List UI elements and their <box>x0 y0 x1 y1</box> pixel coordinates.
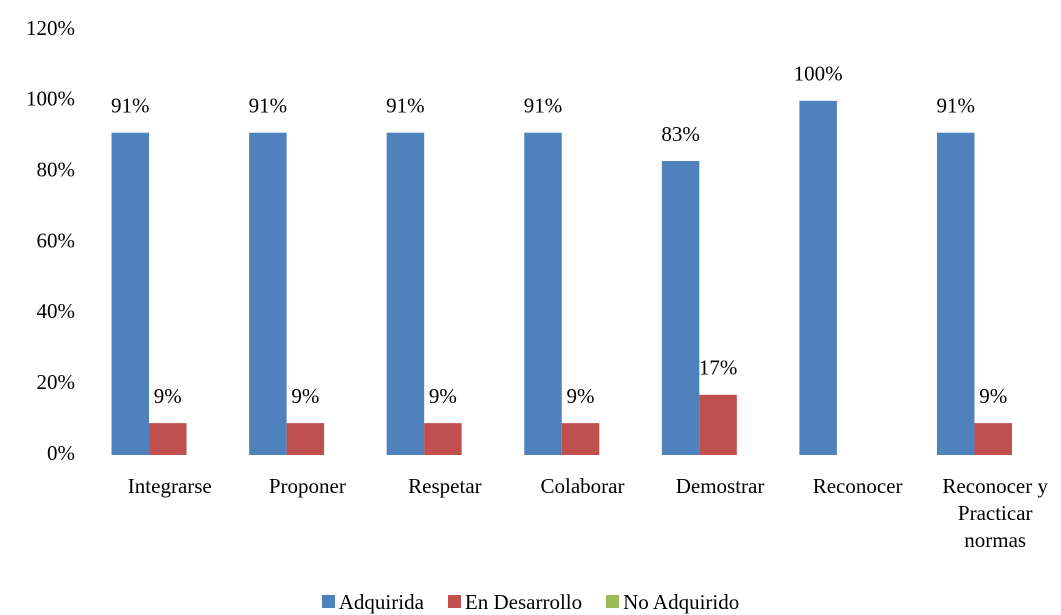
legend-item: No Adquirido <box>606 590 739 615</box>
bar <box>286 423 325 455</box>
bar <box>111 132 150 456</box>
x-tick-label: Respetar <box>408 474 482 498</box>
y-tick-label: 40% <box>37 299 76 323</box>
data-label: 9% <box>979 384 1007 408</box>
x-tick-label: Proponer <box>268 474 346 498</box>
y-tick-label: 80% <box>37 157 76 181</box>
bar <box>699 394 737 455</box>
data-label: 91% <box>111 94 150 118</box>
y-tick-label: 0% <box>47 441 75 465</box>
data-label: 9% <box>429 384 457 408</box>
legend-label: En Desarrollo <box>464 590 583 614</box>
x-tick-label: Integrarse <box>127 474 212 498</box>
bar <box>799 100 837 455</box>
y-tick-label: 120% <box>26 16 75 40</box>
data-label: 17% <box>699 356 738 380</box>
x-tick-label: Reconocer <box>812 474 903 498</box>
legend-swatch <box>447 595 461 608</box>
legend-item: En Desarrollo <box>447 590 583 615</box>
data-label: 9% <box>291 384 319 408</box>
y-tick-label: 20% <box>37 370 76 394</box>
bar <box>974 423 1012 455</box>
legend-swatch <box>606 595 620 608</box>
legend-label: Adquirida <box>338 590 424 614</box>
x-tick-label: Demostrar <box>675 474 765 498</box>
bar <box>149 423 187 455</box>
data-label: 91% <box>386 94 425 118</box>
bar <box>386 132 425 456</box>
y-tick-label: 60% <box>37 228 76 252</box>
data-label: 91% <box>524 94 563 118</box>
data-label: 9% <box>154 384 182 408</box>
legend-label: No Adquirido <box>623 590 740 614</box>
y-tick-label: 100% <box>26 87 75 111</box>
bar <box>524 132 562 456</box>
bar <box>424 423 462 455</box>
x-tick-label: Reconocer y Practicar normas <box>942 474 1048 552</box>
bar <box>249 132 287 456</box>
data-label: 91% <box>936 94 975 118</box>
legend-item: Adquirida <box>321 590 424 615</box>
data-label: 100% <box>794 62 843 86</box>
legend-swatch <box>321 595 335 608</box>
x-tick-label: Colaborar <box>540 474 625 498</box>
legend: Adquirida En Desarrollo No Adquirido <box>0 590 1061 615</box>
data-label: 91% <box>249 94 288 118</box>
bar <box>561 423 600 455</box>
data-label: 83% <box>661 122 700 146</box>
bar <box>661 161 700 455</box>
data-label: 9% <box>567 384 595 408</box>
bar <box>936 132 975 456</box>
